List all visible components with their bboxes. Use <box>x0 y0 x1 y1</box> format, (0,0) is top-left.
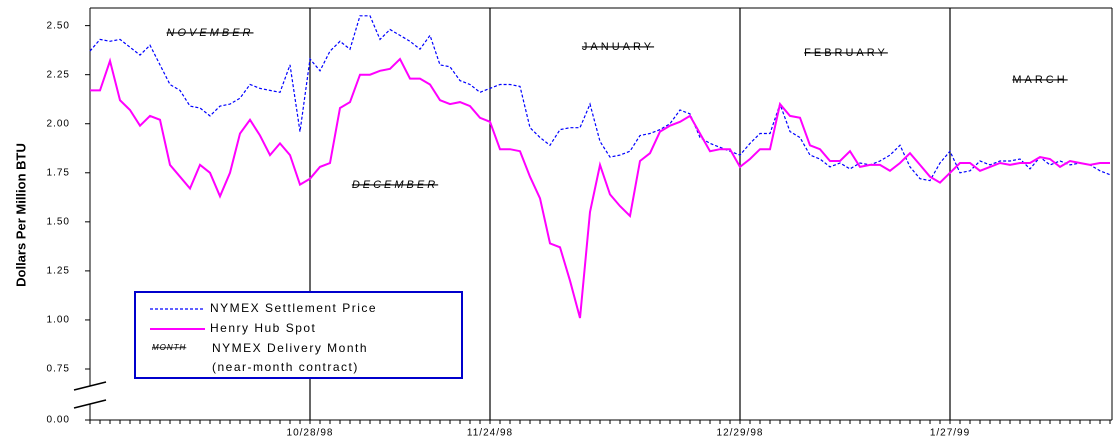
y-tick-label: 1.75 <box>47 167 70 178</box>
y-tick-label: 1.00 <box>47 315 70 326</box>
legend-sample: MONTH <box>152 343 186 352</box>
y-tick-label: 0.75 <box>47 364 70 375</box>
y-axis-label: Dollars Per Million BTU <box>13 143 28 287</box>
series-line <box>90 57 1110 319</box>
month-label: FEBRUARY <box>804 47 888 59</box>
y-tick-label: 0.00 <box>47 415 70 426</box>
legend-label: NYMEX Delivery Month <box>212 341 368 355</box>
legend-box <box>134 291 463 379</box>
axis-break <box>73 399 107 409</box>
month-label: JANUARY <box>582 41 654 53</box>
month-label: DECEMBER <box>352 179 438 191</box>
x-tick-label: 11/24/98 <box>467 428 513 439</box>
series-line <box>89 15 1111 182</box>
month-label: MARCH <box>1012 74 1067 86</box>
legend-label: Henry Hub Spot <box>210 321 316 335</box>
y-tick-label: 2.00 <box>47 118 70 129</box>
axis-break <box>73 381 107 391</box>
legend-detail: (near-month contract) <box>212 360 359 374</box>
y-tick-label: 2.25 <box>47 69 70 80</box>
x-tick-label: 1/27/99 <box>930 428 970 439</box>
y-tick-label: 1.25 <box>47 266 70 277</box>
month-label: NOVEMBER <box>167 27 254 39</box>
legend-label: NYMEX Settlement Price <box>210 301 377 315</box>
x-tick-label: 12/29/98 <box>717 428 764 439</box>
y-tick-label: 2.50 <box>47 20 70 31</box>
y-tick-label: 1.50 <box>47 216 70 227</box>
x-tick-label: 10/28/98 <box>287 428 334 439</box>
